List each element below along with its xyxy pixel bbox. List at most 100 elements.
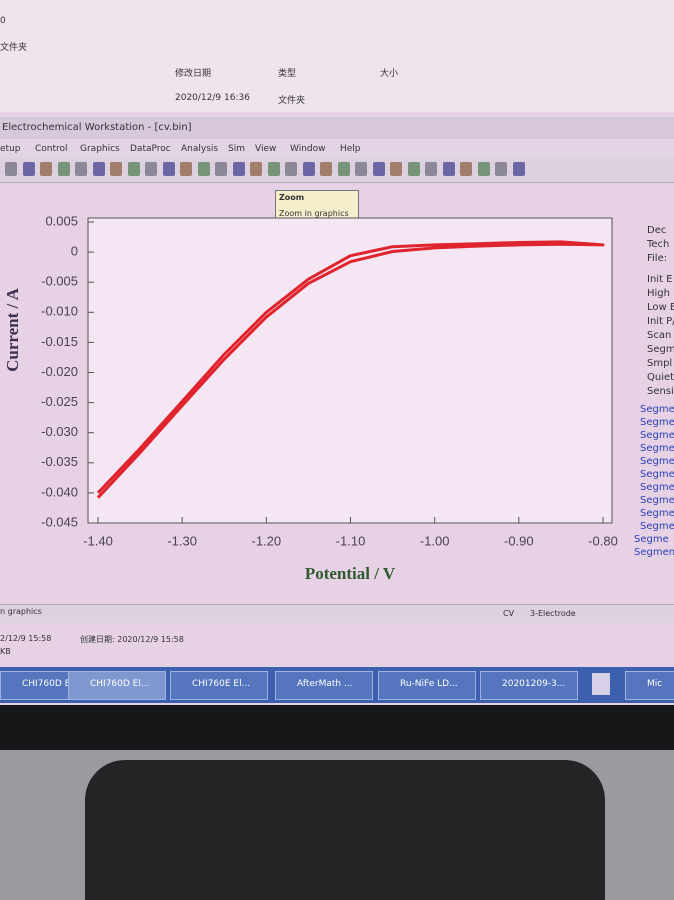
y-tick-label: -0.035 [41,454,78,469]
param-label: Init P/ [647,316,674,327]
y-tick-label: 0 [71,244,78,259]
param-label: Low E [647,302,674,313]
segment-label: Segme [640,443,674,454]
toolbar-button[interactable] [40,162,52,176]
x-tick-label: -0.90 [504,533,534,548]
toolbar-button[interactable] [180,162,192,176]
file-type: 文件夹 [278,96,306,106]
segment-label: Segme [640,430,674,441]
y-tick-label: -0.020 [41,364,78,379]
menu-item[interactable]: Control [35,144,68,154]
toolbar-button[interactable] [162,162,175,176]
toolbar-button[interactable] [57,162,70,176]
param-label: Sensit [647,386,674,397]
toolbar-button[interactable] [477,162,490,176]
column-header: 类型 [278,69,297,79]
segment-label: Segme [640,495,674,506]
menu-item[interactable]: DataProc [130,144,171,154]
menu-item[interactable]: Window [290,144,326,154]
param-label: Tech [647,239,670,250]
toolbar-button[interactable] [75,162,87,176]
toolbar-button[interactable] [302,162,315,176]
monitor-bezel [0,705,674,750]
tooltip-text: Zoom in graphics [279,209,349,218]
menu-item[interactable]: Analysis [181,144,219,154]
y-tick-label: -0.025 [41,394,78,409]
column-header: 修改日期 [175,69,212,79]
toolbar-button[interactable] [337,162,350,176]
status-text: n graphics [0,607,42,616]
chart: Current / A Potential / V 0.005 0 -0.005 -0… [3,213,618,582]
taskbar-button-bg [625,671,674,700]
segment-label: Segme [640,417,674,428]
y-tick-label: -0.030 [41,424,78,439]
taskbar-button[interactable]: CHI760D El... [90,679,150,689]
segment-label: Segmen [634,547,674,558]
status-bar [0,604,674,623]
toolbar-button[interactable] [390,162,402,176]
toolbar-button[interactable] [92,162,105,176]
param-label: Dec [647,225,667,236]
toolbar-button[interactable] [197,162,210,176]
toolbar-button[interactable] [145,162,157,176]
folder-label: 文件夹 [0,43,28,53]
x-tick-label: -1.20 [252,533,282,548]
footer-created: 创建日期: 2020/12/9 15:58 [80,635,184,644]
segment-label: Segme [640,482,674,493]
taskbar-button[interactable]: CHI760E El... [192,679,251,689]
y-tick-label: -0.005 [41,274,78,289]
taskbar-button[interactable]: CHI760D El... [22,679,82,689]
window-title: Electrochemical Workstation - [cv.bin] [2,122,192,133]
file-date: 2020/12/9 16:36 [175,93,250,103]
toolbar-button[interactable] [215,162,227,176]
toolbar-button[interactable] [127,162,140,176]
menu-item[interactable]: View [255,144,277,154]
toolbar-button[interactable] [250,162,262,176]
taskbar-button-bg [170,671,268,700]
menu-item[interactable]: etup [0,144,21,154]
plot-area [87,217,613,524]
taskbar-button[interactable]: AfterMath ... [297,679,353,689]
toolbar-button[interactable] [512,162,525,176]
toolbar-button[interactable] [5,162,17,176]
menu-bar [0,141,674,158]
y-axis-label: Current / A [3,287,22,371]
taskbar-button-bg [480,671,578,700]
x-tick-label: -1.40 [83,533,113,548]
toolbar-button[interactable] [232,162,245,176]
taskbar-button-bg [68,671,166,700]
param-label: Quiet [647,372,674,383]
menu-item[interactable]: Graphics [80,144,120,154]
taskbar-button[interactable]: Ru-NiFe LD... [400,679,458,689]
monitor-stand [85,760,605,900]
tooltip-title: Zoom [279,193,305,202]
menu-item[interactable]: Help [340,144,361,154]
status-mode: CV [503,609,515,618]
toolbar-button[interactable] [460,162,472,176]
toolbar-button[interactable] [425,162,437,176]
y-tick-label: -0.010 [41,304,78,319]
y-tick-label: -0.040 [41,484,78,499]
toolbar-button[interactable] [22,162,35,176]
x-tick-label: -1.30 [167,533,197,548]
segment-label: Segme [640,469,674,480]
toolbar-button[interactable] [355,162,367,176]
param-label: High I [647,288,674,299]
param-label: Init E [647,274,673,285]
toolbar-button[interactable] [442,162,455,176]
taskbar-button[interactable]: 20201209-3... [502,679,566,689]
toolbar-button[interactable] [285,162,297,176]
toolbar-button[interactable] [372,162,385,176]
toolbar-button[interactable] [320,162,332,176]
toolbar-button[interactable] [110,162,122,176]
taskbar-button[interactable]: Mic [647,679,663,689]
y-tick-label: -0.045 [41,514,78,529]
footer-date: 2/12/9 15:58 [0,634,52,643]
segment-label: Segme [640,521,674,532]
toolbar-button[interactable] [267,162,280,176]
menu-item[interactable]: Sim [228,144,245,154]
toolbar-button[interactable] [407,162,420,176]
toolbar-button[interactable] [495,162,507,176]
param-label: File: [647,253,668,264]
